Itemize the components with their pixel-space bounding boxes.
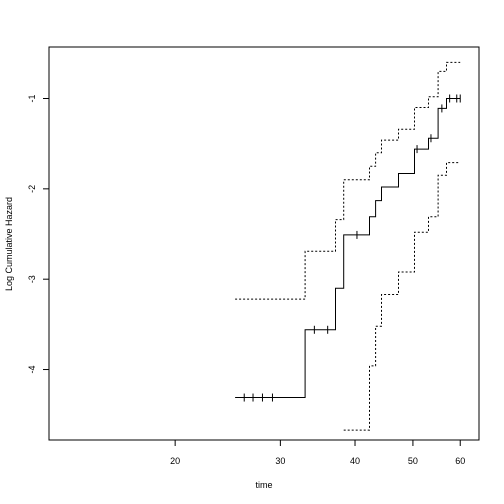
x-tick-label: 30 [275, 456, 285, 466]
estimate-line [235, 98, 461, 398]
y-tick-label: -3 [27, 275, 37, 283]
y-axis-label: Log Cumulative Hazard [4, 197, 14, 291]
x-tick-label: 50 [408, 456, 418, 466]
upper-bound-line [235, 61, 461, 300]
x-axis: 20 30 40 50 60 [170, 440, 465, 466]
y-tick-label: -1 [27, 94, 37, 102]
x-tick-label: 60 [455, 456, 465, 466]
x-axis-label: time [255, 480, 272, 490]
y-tick-label: -4 [27, 366, 37, 374]
lower-bound-line [343, 162, 461, 431]
x-tick-label: 40 [350, 456, 360, 466]
series-layer [235, 61, 461, 431]
plot-frame [48, 46, 480, 441]
y-tick-label: -2 [27, 185, 37, 193]
y-axis: -4 -3 -2 -1 [27, 94, 49, 374]
x-tick-label: 20 [170, 456, 180, 466]
